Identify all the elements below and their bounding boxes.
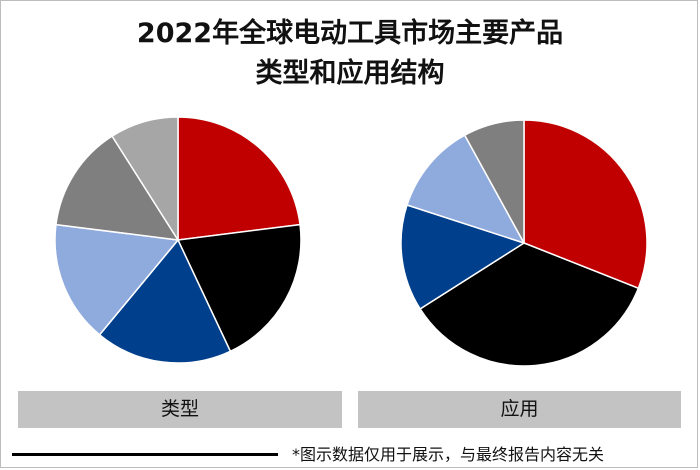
pie-label-type: 类型: [18, 391, 342, 428]
pie-slice: [523, 119, 648, 290]
pie-slice: [463, 119, 525, 244]
pie-slice: [419, 242, 640, 367]
chart-title: 2022年全球电动工具市场主要产品 类型和应用结构: [0, 14, 700, 94]
title-line-2: 类型和应用结构: [255, 58, 445, 89]
pie-label-application: 应用: [358, 391, 681, 428]
pie-charts: [54, 116, 648, 367]
pie-slice: [177, 116, 301, 241]
pie-chart-application: [400, 119, 648, 367]
pie-slice: [400, 204, 526, 310]
pie-slice: [406, 134, 526, 245]
pie-slice: [55, 135, 180, 241]
footer-rule: [12, 453, 278, 456]
pie-slice: [111, 116, 179, 243]
footnote: *图示数据仅用于展示，与最终报告内容无关: [292, 445, 605, 464]
pie-slice: [54, 223, 180, 336]
pie-slice: [176, 223, 302, 353]
title-line-1: 2022年全球电动工具市场主要产品: [136, 18, 564, 49]
pie-chart-type: [54, 116, 302, 364]
pie-slice: [98, 238, 232, 364]
